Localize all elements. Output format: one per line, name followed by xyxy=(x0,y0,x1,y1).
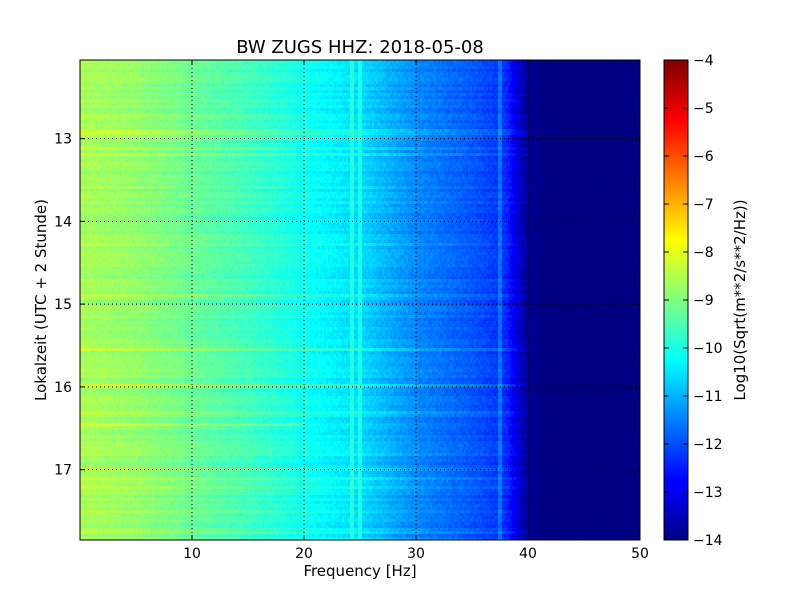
chart-title: BW ZUGS HHZ: 2018-05-08 xyxy=(236,37,484,58)
spectrogram-heatmap xyxy=(80,60,640,540)
plot-area xyxy=(80,60,640,540)
